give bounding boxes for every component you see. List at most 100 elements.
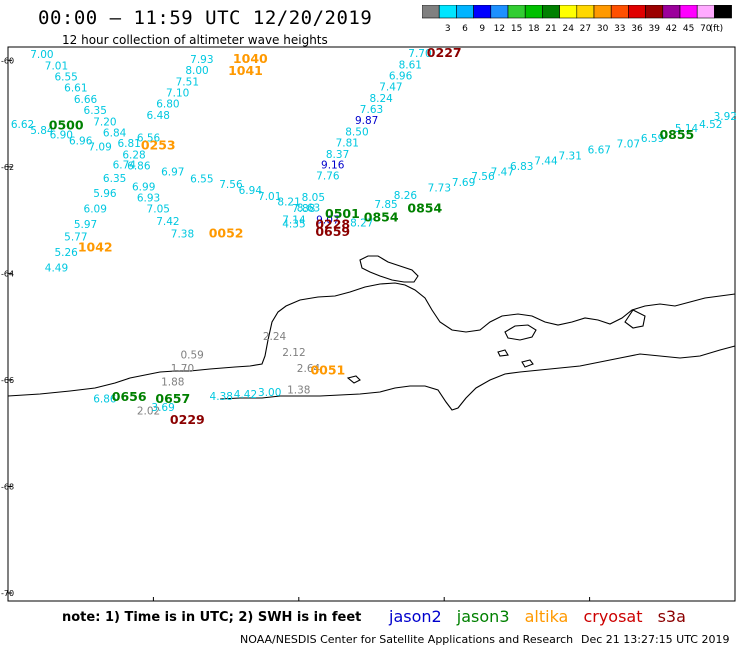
wave-height-label: 4.49	[45, 262, 68, 274]
scale-label: 3	[445, 24, 451, 34]
wave-height-label: 7.44	[534, 156, 558, 168]
pass-time-label: 1042	[78, 240, 113, 255]
wave-height-label: 0.59	[180, 350, 203, 362]
wave-height-label: 6.62	[11, 119, 34, 131]
wave-height-label: 8.24	[369, 93, 393, 105]
coastline-main	[7, 282, 736, 397]
wave-height-label: 2.24	[263, 331, 287, 343]
chart-title: 00:00 – 11:59 UTC 12/20/2019	[38, 7, 373, 29]
wave-height-label: 6.48	[147, 110, 170, 122]
lon-tick-label: 90	[3, 604, 13, 605]
wave-height-label: 4.35	[282, 219, 305, 231]
wave-height-label: 7.14	[282, 214, 306, 226]
wave-height-label: 7.09	[88, 141, 111, 153]
pass-time-label: 0500	[49, 118, 84, 133]
wave-height-label: 7.00	[30, 49, 53, 61]
wave-height-labels: 7.708.616.967.478.247.639.878.507.818.37…	[11, 48, 737, 417]
pass-time-label: 0854	[407, 201, 442, 216]
wave-height-label: 2.64	[297, 363, 321, 375]
wave-height-label: 9.16	[321, 159, 345, 171]
wave-height-label: 8.61	[399, 59, 422, 71]
scale-swatch	[714, 5, 732, 19]
wave-height-label: 7.81	[336, 138, 359, 150]
pass-time-label: 0501	[325, 206, 360, 221]
pass-time-label: 0656	[112, 389, 147, 404]
scale-label: 27	[580, 24, 591, 34]
legend-jason2: jason2	[389, 607, 442, 626]
wave-height-label: 7.47	[379, 82, 402, 94]
pass-time-label: 0659	[315, 224, 350, 239]
wave-height-label: 5.84	[30, 125, 54, 137]
wave-height-label: 6.35	[103, 173, 126, 185]
wave-height-label: 8.27	[350, 218, 373, 230]
scale-label: 36	[631, 24, 643, 34]
lon-tick-label: 105	[727, 604, 740, 605]
wave-height-label: 8.00	[185, 65, 208, 77]
scale-label: 42	[666, 24, 677, 34]
wave-height-label: 7.01	[258, 191, 281, 203]
wave-height-label: 3.69	[151, 402, 174, 414]
scale-label: 15	[511, 24, 522, 34]
map-frame	[7, 46, 736, 602]
wave-height-label: 1.88	[161, 376, 184, 388]
wave-height-label: 7.56	[471, 171, 495, 183]
wave-height-label: 7.85	[374, 199, 397, 211]
pass-time-label: 0253	[141, 137, 176, 152]
lat-tick-label: -70	[1, 589, 14, 598]
wave-height-label: 7.47	[491, 166, 514, 178]
wave-height-label: 9.07	[316, 214, 339, 226]
ice-island-small-b	[521, 359, 534, 368]
ice-island-small-c	[497, 349, 509, 357]
pass-time-label: 0657	[155, 391, 190, 406]
pass-time-label: 0228	[315, 217, 350, 232]
wave-height-label: 7.42	[156, 216, 179, 228]
legend-s3a: s3a	[657, 607, 686, 626]
wave-height-label: 6.93	[137, 192, 160, 204]
wave-height-label: 4.42	[234, 389, 257, 401]
wave-height-label: 7.73	[428, 182, 451, 194]
wave-height-label: 7.10	[166, 88, 189, 100]
wave-height-label: 2.02	[137, 406, 160, 418]
wave-height-label: 5.26	[54, 247, 78, 259]
wave-height-label: 8.21	[277, 197, 300, 209]
wave-height-label: 6.94	[239, 185, 263, 197]
wave-height-label: 7.88	[292, 203, 315, 215]
wave-height-label: 6.96	[389, 70, 413, 82]
lat-tick-label: -64	[1, 269, 14, 278]
wave-height-label: 6.86	[93, 393, 117, 405]
generated-timestamp: Dec 21 13:27:15 UTC 2019	[581, 633, 730, 646]
ice-island-upper	[359, 255, 419, 283]
scale-label: 12	[494, 24, 505, 34]
wave-height-label: 5.77	[64, 231, 87, 243]
coastline-east	[219, 345, 736, 411]
wave-height-label: 6.90	[50, 130, 73, 142]
wave-height-label: 3.92	[714, 111, 737, 123]
lat-tick-label: -62	[1, 163, 14, 172]
wave-height-label: 8.05	[302, 192, 325, 204]
pass-time-label: 0227	[427, 45, 462, 60]
wave-height-label: 7.51	[176, 76, 199, 88]
lon-tick-label: 96	[294, 604, 304, 605]
wave-height-label: 7.76	[316, 171, 340, 183]
pass-time-label: 0051	[310, 363, 345, 378]
scale-label: 9	[479, 24, 485, 34]
wave-height-label: 6.55	[190, 173, 213, 185]
wave-height-label: 7.31	[559, 150, 582, 162]
legend-altika: altika	[524, 607, 569, 626]
pass-time-label: 0229	[170, 412, 205, 427]
pass-time-label: 0052	[209, 226, 244, 241]
satellite-legend: jason2 jason3 altika cryosat s3a	[389, 607, 696, 626]
wave-height-label: 6.56	[137, 132, 161, 144]
wave-height-label: 6.99	[132, 181, 155, 193]
lon-tick-label: 93	[148, 604, 158, 605]
pass-time-label: 1040	[233, 51, 268, 66]
lat-tick-label: -68	[1, 482, 14, 491]
wave-height-label: 8.50	[345, 126, 368, 138]
wave-height-label: 2.12	[282, 347, 305, 359]
wave-height-label: 6.55	[54, 72, 77, 84]
wave-height-label: 6.59	[641, 133, 664, 145]
wave-height-label: 4.52	[699, 119, 722, 131]
pass-time-label: 0854	[364, 210, 399, 225]
legend-jason3: jason3	[456, 607, 510, 626]
